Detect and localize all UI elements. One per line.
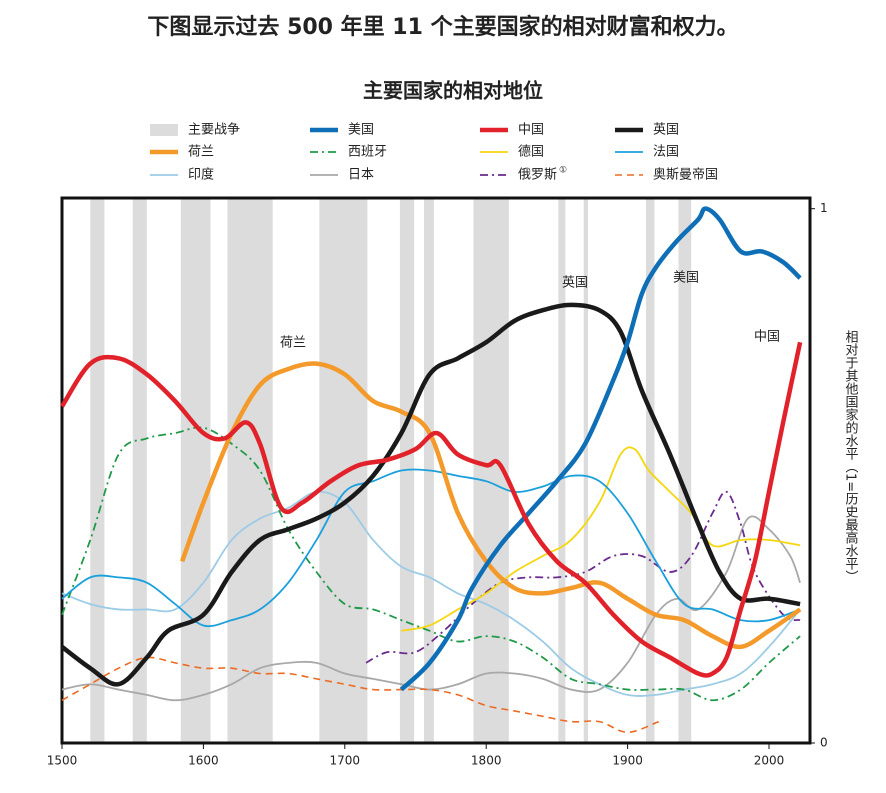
y-axis-label: 相对于其他国家的水平（1=历史最高水平）: [843, 330, 859, 583]
headline: 下图显示过去 500 年里 11 个主要国家的相对财富和权力。: [147, 14, 738, 40]
x-tick-label: 2000: [754, 754, 785, 768]
legend-label: 法国: [653, 145, 679, 160]
x-tick-label: 1800: [471, 754, 502, 768]
y-tick-label: 0: [820, 736, 828, 750]
legend-label: 英国: [653, 123, 679, 138]
series-line: [61, 426, 801, 702]
legend-label: 印度: [188, 167, 214, 183]
series-line: [365, 490, 801, 664]
x-tick-label: 1600: [188, 754, 219, 768]
war-band: [90, 198, 105, 743]
annotation: 美国: [673, 271, 699, 286]
war-band: [227, 198, 273, 743]
war-band: [645, 198, 655, 743]
annotation: 中国: [754, 330, 780, 345]
war-band: [558, 198, 566, 743]
legend-label: 日本: [348, 168, 374, 183]
x-tick-label: 1500: [47, 754, 78, 768]
war-band: [132, 198, 147, 743]
legend-swatch: [150, 124, 178, 136]
legend-label: 俄罗斯: [518, 168, 557, 183]
war-band: [180, 198, 211, 743]
series-line: [401, 446, 801, 632]
war-band: [583, 198, 589, 743]
x-tick-label: 1900: [612, 754, 643, 768]
legend-label: 西班牙: [348, 145, 387, 160]
annotation: 荷兰: [280, 336, 306, 351]
war-band: [319, 198, 368, 743]
legend-label: 德国: [518, 145, 544, 160]
legend-label: 奥斯曼帝国: [653, 167, 718, 183]
legend-label: 美国: [348, 123, 374, 138]
legend-note: ①: [559, 166, 567, 176]
series-line: [61, 515, 801, 702]
legend-label: 主要战争: [188, 123, 240, 138]
series-line: [61, 468, 801, 628]
series-line: [60, 302, 801, 687]
chart-title: 主要国家的相对地位: [363, 79, 543, 103]
series-line: [60, 341, 803, 678]
series-line: [180, 361, 802, 650]
legend-label: 荷兰: [188, 145, 214, 160]
annotation: 英国: [562, 276, 588, 291]
series-line: [399, 206, 802, 692]
plot-frame: [60, 196, 812, 745]
x-tick-label: 1700: [330, 754, 361, 768]
series-line: [61, 656, 659, 734]
y-tick-label: 1: [820, 201, 828, 215]
legend-label: 中国: [518, 123, 544, 138]
series-line: [61, 490, 801, 697]
